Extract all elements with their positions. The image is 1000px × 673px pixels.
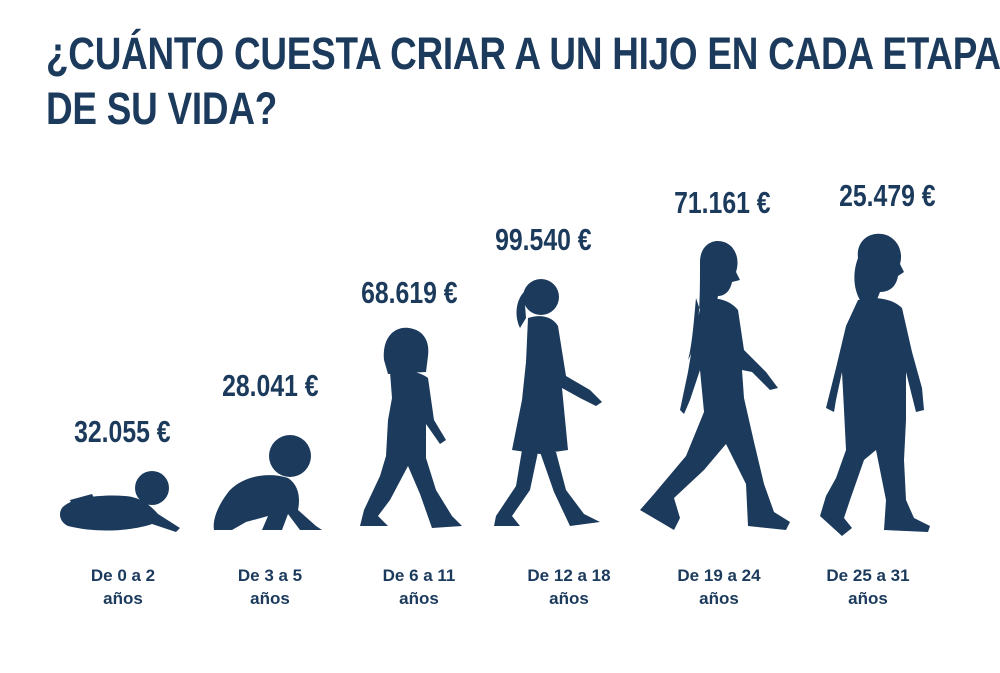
adult-woman-walking-icon [820,233,930,536]
amount-stage-6: 25.479 € [838,178,936,213]
stage-label-4: De 12 a 18 años [527,566,611,608]
amount-stage-5: 71.161 € [673,185,771,220]
stage-label-1: De 0 a 2 años [90,566,156,608]
crawling-baby-icon [213,435,322,530]
girl-walking-icon [494,279,602,526]
amount-stage-4: 99.540 € [494,222,592,257]
stage-label-6: De 25 a 31 años [826,566,910,608]
young-woman-walking-icon [640,240,790,530]
stage-label-5: De 19 a 24 años [677,566,761,608]
stage-label-3: De 6 a 11 años [382,566,456,608]
amount-stage-2: 28.041 € [221,368,319,403]
stage-label-2: De 3 a 5 años [237,566,303,608]
lying-baby-icon [60,471,180,532]
child-walking-icon [360,327,462,528]
page-title: ¿CUÁNTO CUESTA CRIAR A UN HIJO EN CADA E… [46,26,1000,136]
title-line-2: DE SU VIDA? [46,83,278,134]
amount-stage-1: 32.055 € [73,414,171,449]
amount-stage-3: 68.619 € [360,275,458,310]
